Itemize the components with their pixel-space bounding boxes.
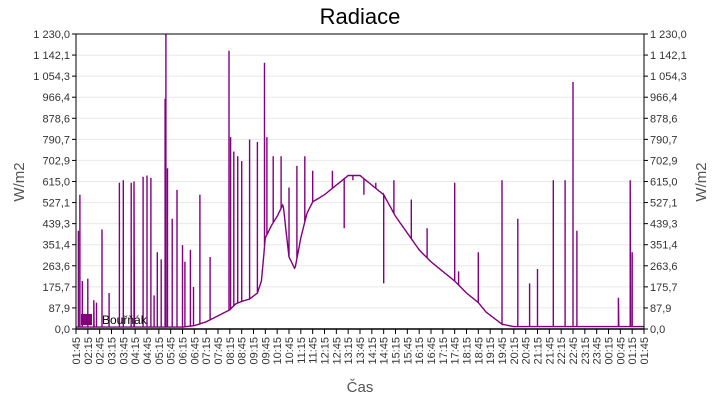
x-tick-label: 10:45: [284, 337, 296, 365]
y-tick-label: 263,6: [42, 261, 70, 273]
y-tick-label: 263,6: [650, 261, 678, 273]
x-tick-label: 07:15: [201, 337, 213, 365]
x-tick-label: 03:15: [107, 337, 119, 365]
y-tick-label: 1 230,0: [33, 29, 70, 41]
x-axis: 01:45 02:15 02:45 03:15 03:45 04:15 04:45 05:15…: [71, 329, 651, 365]
x-tick-label: 21:15: [533, 337, 545, 365]
x-tick-label: 19:45: [497, 337, 509, 365]
y-tick-label: 966,4: [42, 92, 70, 104]
y-tick-label: 878,6: [650, 113, 678, 125]
x-tick-label: 08:45: [237, 337, 249, 365]
y-tick-label: 0,0: [650, 324, 665, 336]
y-axis-right: 0,0 87,9 175,7 263,6 351,4 439,3 527,1 615,0 702…: [644, 29, 687, 336]
x-tick-label: 20:45: [521, 337, 533, 365]
x-tick-label: 00:15: [604, 337, 616, 365]
y-tick-label: 702,9: [650, 155, 678, 167]
x-tick-label: 12:45: [331, 337, 343, 365]
x-tick-label: 10:15: [272, 337, 284, 365]
x-tick-label: 09:15: [249, 337, 261, 365]
y-tick-label: 439,3: [42, 219, 70, 231]
y-tick-label: 878,6: [42, 113, 70, 125]
legend: Bouřňák: [81, 313, 148, 327]
x-tick-label: 05:15: [154, 337, 166, 365]
y-tick-label: 1 054,3: [33, 71, 70, 83]
x-tick-label: 16:15: [414, 337, 426, 365]
x-tick-label: 17:45: [450, 337, 462, 365]
x-tick-label: 22:15: [556, 337, 568, 365]
x-tick-label: 23:45: [592, 337, 604, 365]
x-tick-label: 01:15: [627, 337, 639, 365]
x-tick-label: 11:15: [296, 337, 308, 364]
x-tick-label: 18:15: [462, 337, 474, 365]
y-tick-label: 1 054,3: [650, 71, 687, 83]
y-tick-label: 439,3: [650, 219, 678, 231]
series-line-bourňák: [76, 34, 644, 328]
x-tick-label: 08:15: [225, 337, 237, 365]
x-tick-label: 13:45: [355, 337, 367, 365]
y-tick-label: 351,4: [650, 240, 678, 252]
x-tick-label: 16:45: [426, 337, 438, 365]
legend-label: Bouřňák: [102, 313, 148, 327]
y-tick-label: 87,9: [650, 303, 671, 315]
x-tick-label: 19:15: [485, 337, 497, 365]
y-tick-label: 0,0: [55, 324, 70, 336]
x-tick-label: 02:45: [95, 337, 107, 365]
x-tick-label: 15:45: [402, 337, 414, 365]
x-tick-label: 05:45: [166, 337, 178, 365]
x-tick-label: 03:45: [118, 337, 130, 365]
y-axis-label-right: W/m2: [693, 162, 710, 201]
x-tick-label: 07:45: [213, 337, 225, 365]
y-tick-label: 351,4: [42, 240, 70, 252]
x-tick-label: 06:15: [178, 337, 190, 365]
x-tick-label: 13:15: [343, 337, 355, 365]
chart-title: Radiace: [319, 4, 401, 29]
x-tick-label: 14:15: [367, 337, 379, 365]
y-tick-label: 1 230,0: [650, 29, 687, 41]
x-tick-label: 18:45: [473, 337, 485, 365]
x-tick-label: 02:15: [83, 337, 95, 365]
x-tick-label: 23:15: [580, 337, 592, 365]
x-tick-label: 21:45: [544, 337, 556, 365]
x-tick-label: 04:45: [142, 337, 154, 365]
y-tick-label: 615,0: [42, 177, 70, 189]
x-tick-label: 14:45: [379, 337, 391, 365]
y-axis-left: 0,0 87,9 175,7 263,6 351,4 439,3 527,1 615,0 702…: [33, 29, 76, 336]
x-tick-label: 01:45: [639, 337, 651, 365]
y-tick-label: 175,7: [42, 282, 70, 294]
data-series: [76, 34, 644, 328]
gridlines: [76, 54, 644, 309]
legend-swatch: [81, 314, 92, 325]
x-tick-label: 20:15: [509, 337, 521, 365]
y-axis-label-left: W/m2: [11, 162, 28, 201]
x-axis-label: Čas: [347, 379, 374, 396]
x-tick-label: 09:45: [260, 337, 272, 365]
x-tick-label: 01:45: [71, 337, 83, 365]
x-tick-label: 04:15: [130, 337, 142, 365]
x-tick-label: 15:15: [391, 337, 403, 365]
x-tick-label: 22:45: [568, 337, 580, 365]
y-tick-label: 790,7: [42, 134, 70, 146]
x-tick-label: 12:15: [320, 337, 332, 365]
x-tick-label: 06:45: [189, 337, 201, 365]
y-tick-label: 1 142,1: [650, 50, 687, 62]
y-tick-label: 87,9: [49, 303, 70, 315]
y-tick-label: 175,7: [650, 282, 678, 294]
y-tick-label: 527,1: [42, 198, 70, 210]
y-tick-label: 966,4: [650, 92, 678, 104]
y-tick-label: 1 142,1: [33, 50, 70, 62]
y-tick-label: 790,7: [650, 134, 678, 146]
y-tick-label: 702,9: [42, 155, 70, 167]
x-tick-label: 11:45: [308, 337, 320, 364]
y-tick-label: 615,0: [650, 177, 678, 189]
x-tick-label: 17:15: [438, 337, 450, 365]
y-tick-label: 527,1: [650, 198, 678, 210]
x-tick-label: 00:45: [615, 337, 627, 365]
